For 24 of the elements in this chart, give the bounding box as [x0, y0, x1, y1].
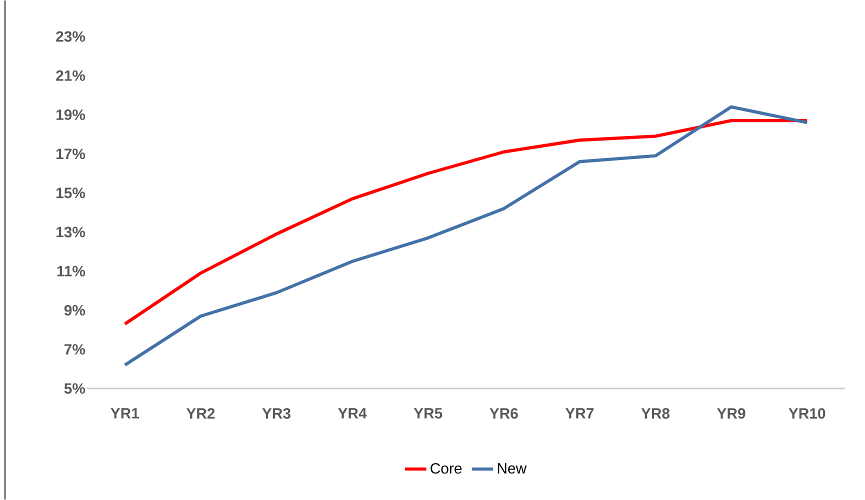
y-tick-label: 11% [57, 266, 86, 276]
x-tick-label: YR7 [565, 408, 594, 418]
x-tick-label: YR6 [490, 408, 518, 419]
y-tick-label: 13% [56, 226, 86, 238]
x-tick-label: YR5 [414, 408, 442, 419]
x-tick-label: YR1 [110, 408, 140, 418]
x-tick-label: YR10 [788, 408, 826, 419]
line-series [123, 118, 809, 326]
x-tick-label: YR3 [262, 408, 290, 419]
x-tick-label: YR9 [717, 408, 746, 419]
legend-label: New [498, 463, 527, 474]
y-tick-label: 19% [56, 109, 86, 120]
y-tick-label: 17% [56, 148, 86, 160]
line-series [123, 105, 809, 367]
legend-label: Core [430, 463, 462, 474]
y-tick-label: 9% [64, 304, 86, 316]
y-tick-label: 5% [64, 383, 86, 394]
y-tick-label: 23% [56, 31, 86, 42]
y-tick-label: 21% [56, 70, 86, 81]
y-tick-label: 15% [56, 188, 86, 198]
x-tick-label: YR8 [641, 408, 670, 419]
x-tick-label: YR4 [338, 408, 367, 418]
y-tick-label: 7% [64, 344, 86, 355]
x-tick-label: YR2 [186, 408, 215, 419]
